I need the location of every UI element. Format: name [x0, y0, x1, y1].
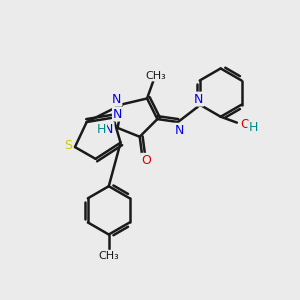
- Text: CH₃: CH₃: [146, 70, 166, 80]
- Text: O: O: [141, 154, 151, 167]
- Text: CH₃: CH₃: [98, 251, 119, 261]
- Text: N: N: [104, 123, 113, 136]
- Text: O: O: [240, 118, 250, 131]
- Text: H: H: [97, 123, 106, 136]
- Text: N: N: [113, 108, 122, 121]
- Text: S: S: [64, 139, 72, 152]
- Text: N: N: [194, 93, 203, 106]
- Text: N: N: [175, 124, 184, 137]
- Text: N: N: [112, 93, 122, 106]
- Text: H: H: [248, 122, 258, 134]
